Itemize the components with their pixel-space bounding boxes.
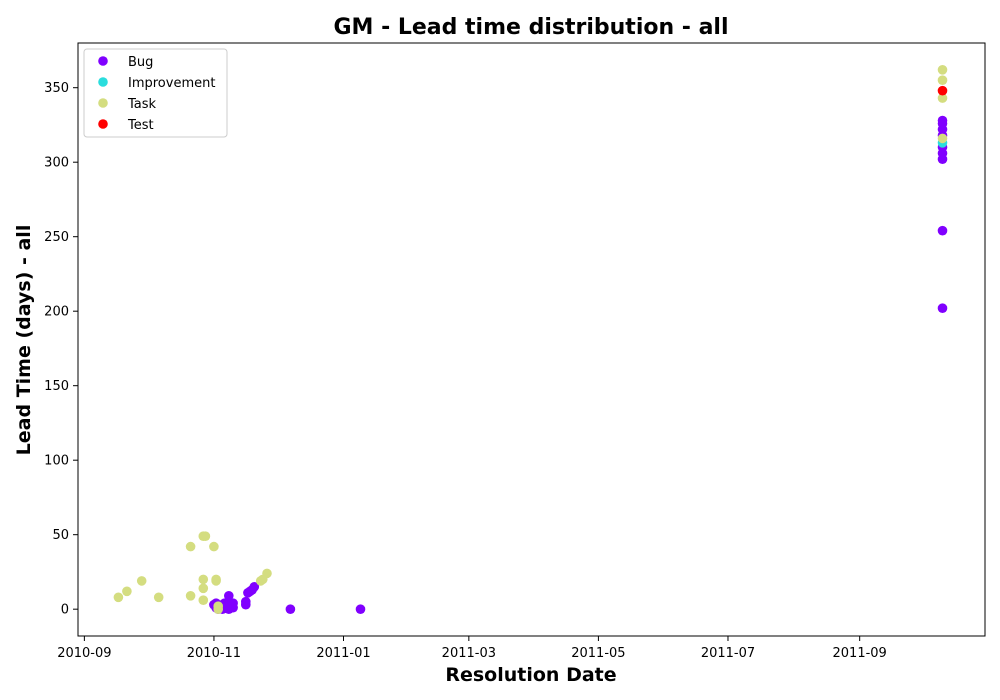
data-point-task bbox=[937, 93, 948, 103]
series-test bbox=[937, 85, 948, 96]
x-tick-label: 2011-09 bbox=[833, 646, 887, 661]
data-point-task bbox=[113, 592, 124, 603]
data-point-bug bbox=[937, 303, 948, 314]
legend-marker bbox=[98, 77, 108, 87]
data-point-bug bbox=[228, 598, 238, 608]
y-tick-label: 350 bbox=[44, 81, 69, 96]
legend-item-improvement: Improvement bbox=[98, 76, 215, 91]
legend-item-task: Task bbox=[98, 97, 157, 112]
legend-marker bbox=[98, 119, 108, 129]
x-axis-label: Resolution Date bbox=[445, 664, 616, 686]
legend-item-test: Test bbox=[98, 118, 154, 133]
y-tick-label: 200 bbox=[44, 305, 69, 320]
data-point-task bbox=[200, 531, 211, 541]
y-tick-label: 150 bbox=[44, 379, 69, 394]
x-axis-ticks: 2010-09 2010-11 2011-01 2011-03 2011-05 2011-… bbox=[57, 636, 887, 661]
data-point-bug bbox=[285, 604, 296, 614]
data-point-bug bbox=[224, 591, 234, 601]
x-tick-label: 2010-11 bbox=[187, 646, 241, 661]
y-tick-label: 0 bbox=[61, 603, 69, 618]
y-tick-label: 250 bbox=[44, 230, 69, 245]
data-point-task bbox=[198, 574, 209, 585]
legend-label: Improvement bbox=[128, 76, 215, 91]
legend-item-bug: Bug bbox=[98, 55, 153, 70]
legend-marker bbox=[98, 56, 108, 66]
plot-area bbox=[78, 43, 985, 636]
data-point-task bbox=[185, 541, 196, 552]
data-point-test bbox=[937, 85, 948, 96]
data-point-task bbox=[136, 576, 147, 586]
y-tick-label: 300 bbox=[44, 156, 69, 171]
data-point-task bbox=[198, 595, 209, 605]
data-point-task bbox=[198, 583, 209, 594]
data-point-task bbox=[185, 591, 196, 601]
data-point-task bbox=[153, 592, 164, 603]
data-point-task bbox=[937, 65, 948, 75]
legend-label: Bug bbox=[128, 55, 153, 70]
data-point-task bbox=[262, 568, 272, 579]
legend-label: Task bbox=[127, 97, 157, 112]
data-point-bug bbox=[241, 596, 251, 607]
x-tick-label: 2011-01 bbox=[316, 646, 370, 661]
x-tick-label: 2010-09 bbox=[57, 646, 111, 661]
y-axis-label: Lead Time (days) - all bbox=[13, 225, 35, 456]
x-tick-label: 2011-07 bbox=[701, 646, 755, 661]
x-tick-label: 2011-03 bbox=[442, 646, 496, 661]
y-tick-label: 100 bbox=[44, 454, 69, 469]
data-point-bug bbox=[937, 115, 948, 126]
data-point-task bbox=[213, 604, 223, 614]
data-point-task bbox=[937, 75, 948, 85]
data-point-bug bbox=[937, 225, 948, 236]
data-point-task bbox=[211, 576, 221, 586]
data-point-task bbox=[937, 133, 948, 144]
legend: Bug Improvement Task Test bbox=[83, 48, 228, 138]
data-point-bug bbox=[355, 604, 366, 614]
chart-title: GM - Lead time distribution - all bbox=[333, 15, 728, 40]
y-tick-label: 50 bbox=[52, 528, 69, 543]
plot-frame bbox=[77, 42, 986, 637]
y-axis-ticks: 0 50 100 150 200 250 300 350 bbox=[44, 81, 78, 618]
data-points bbox=[113, 65, 948, 614]
data-point-task bbox=[122, 586, 132, 597]
data-point-bug bbox=[249, 582, 260, 592]
x-tick-label: 2011-05 bbox=[571, 646, 625, 661]
legend-box bbox=[83, 48, 228, 138]
series-task bbox=[113, 65, 948, 614]
data-point-task bbox=[209, 541, 219, 552]
legend-label: Test bbox=[127, 118, 154, 133]
legend-marker bbox=[98, 98, 108, 108]
